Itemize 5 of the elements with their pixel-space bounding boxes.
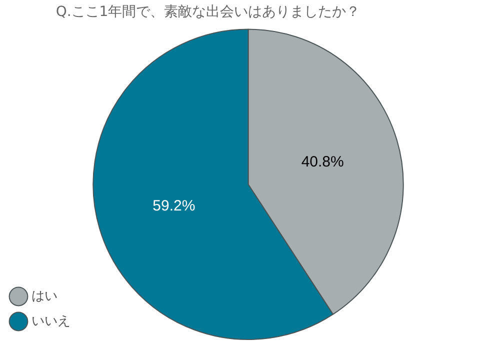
- chart-title: Q.ここ1年間で、素敵な出会いはありましたか？: [56, 4, 360, 20]
- data-label: 40.8%: [301, 153, 344, 170]
- legend-label: はい: [32, 288, 58, 304]
- legend-label: いいえ: [32, 314, 70, 329]
- data-label: 59.2%: [152, 198, 196, 215]
